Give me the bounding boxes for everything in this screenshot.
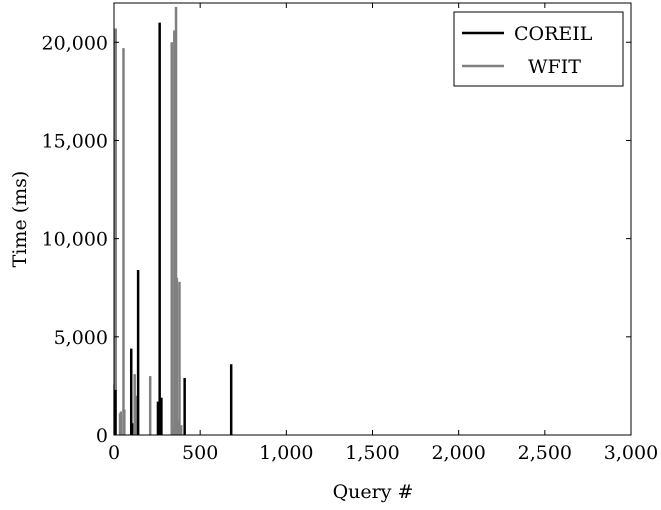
y-tick-label: 10,000	[42, 229, 108, 251]
legend-label-coreil: COREIL	[514, 23, 593, 45]
y-tick-label: 20,000	[42, 32, 108, 54]
legend: COREIL WFIT	[453, 11, 624, 87]
y-tick-label: 5,000	[54, 327, 108, 349]
legend-label-wfit: WFIT	[528, 56, 581, 78]
y-tick-label: 15,000	[42, 130, 108, 152]
legend-box	[453, 11, 624, 87]
x-tick-label: 1,000	[259, 442, 313, 464]
chart-marks	[113, 6, 233, 435]
x-tick-label: 500	[182, 442, 218, 464]
x-tick-label: 2,000	[431, 442, 485, 464]
y-tick-label: 0	[96, 425, 108, 447]
x-axis-title: Query #	[333, 481, 414, 503]
x-tick-label: 1,500	[345, 442, 399, 464]
x-tick-label: 2,500	[518, 442, 572, 464]
x-tick-label: 0	[108, 442, 120, 464]
x-tick-label: 3,000	[604, 442, 658, 464]
axis-ticks: 0 500 1,000 1,500 2,000 2,500 3,000 0 5,000 10,00…	[42, 3, 658, 464]
y-axis-title: Time (ms)	[9, 171, 31, 268]
